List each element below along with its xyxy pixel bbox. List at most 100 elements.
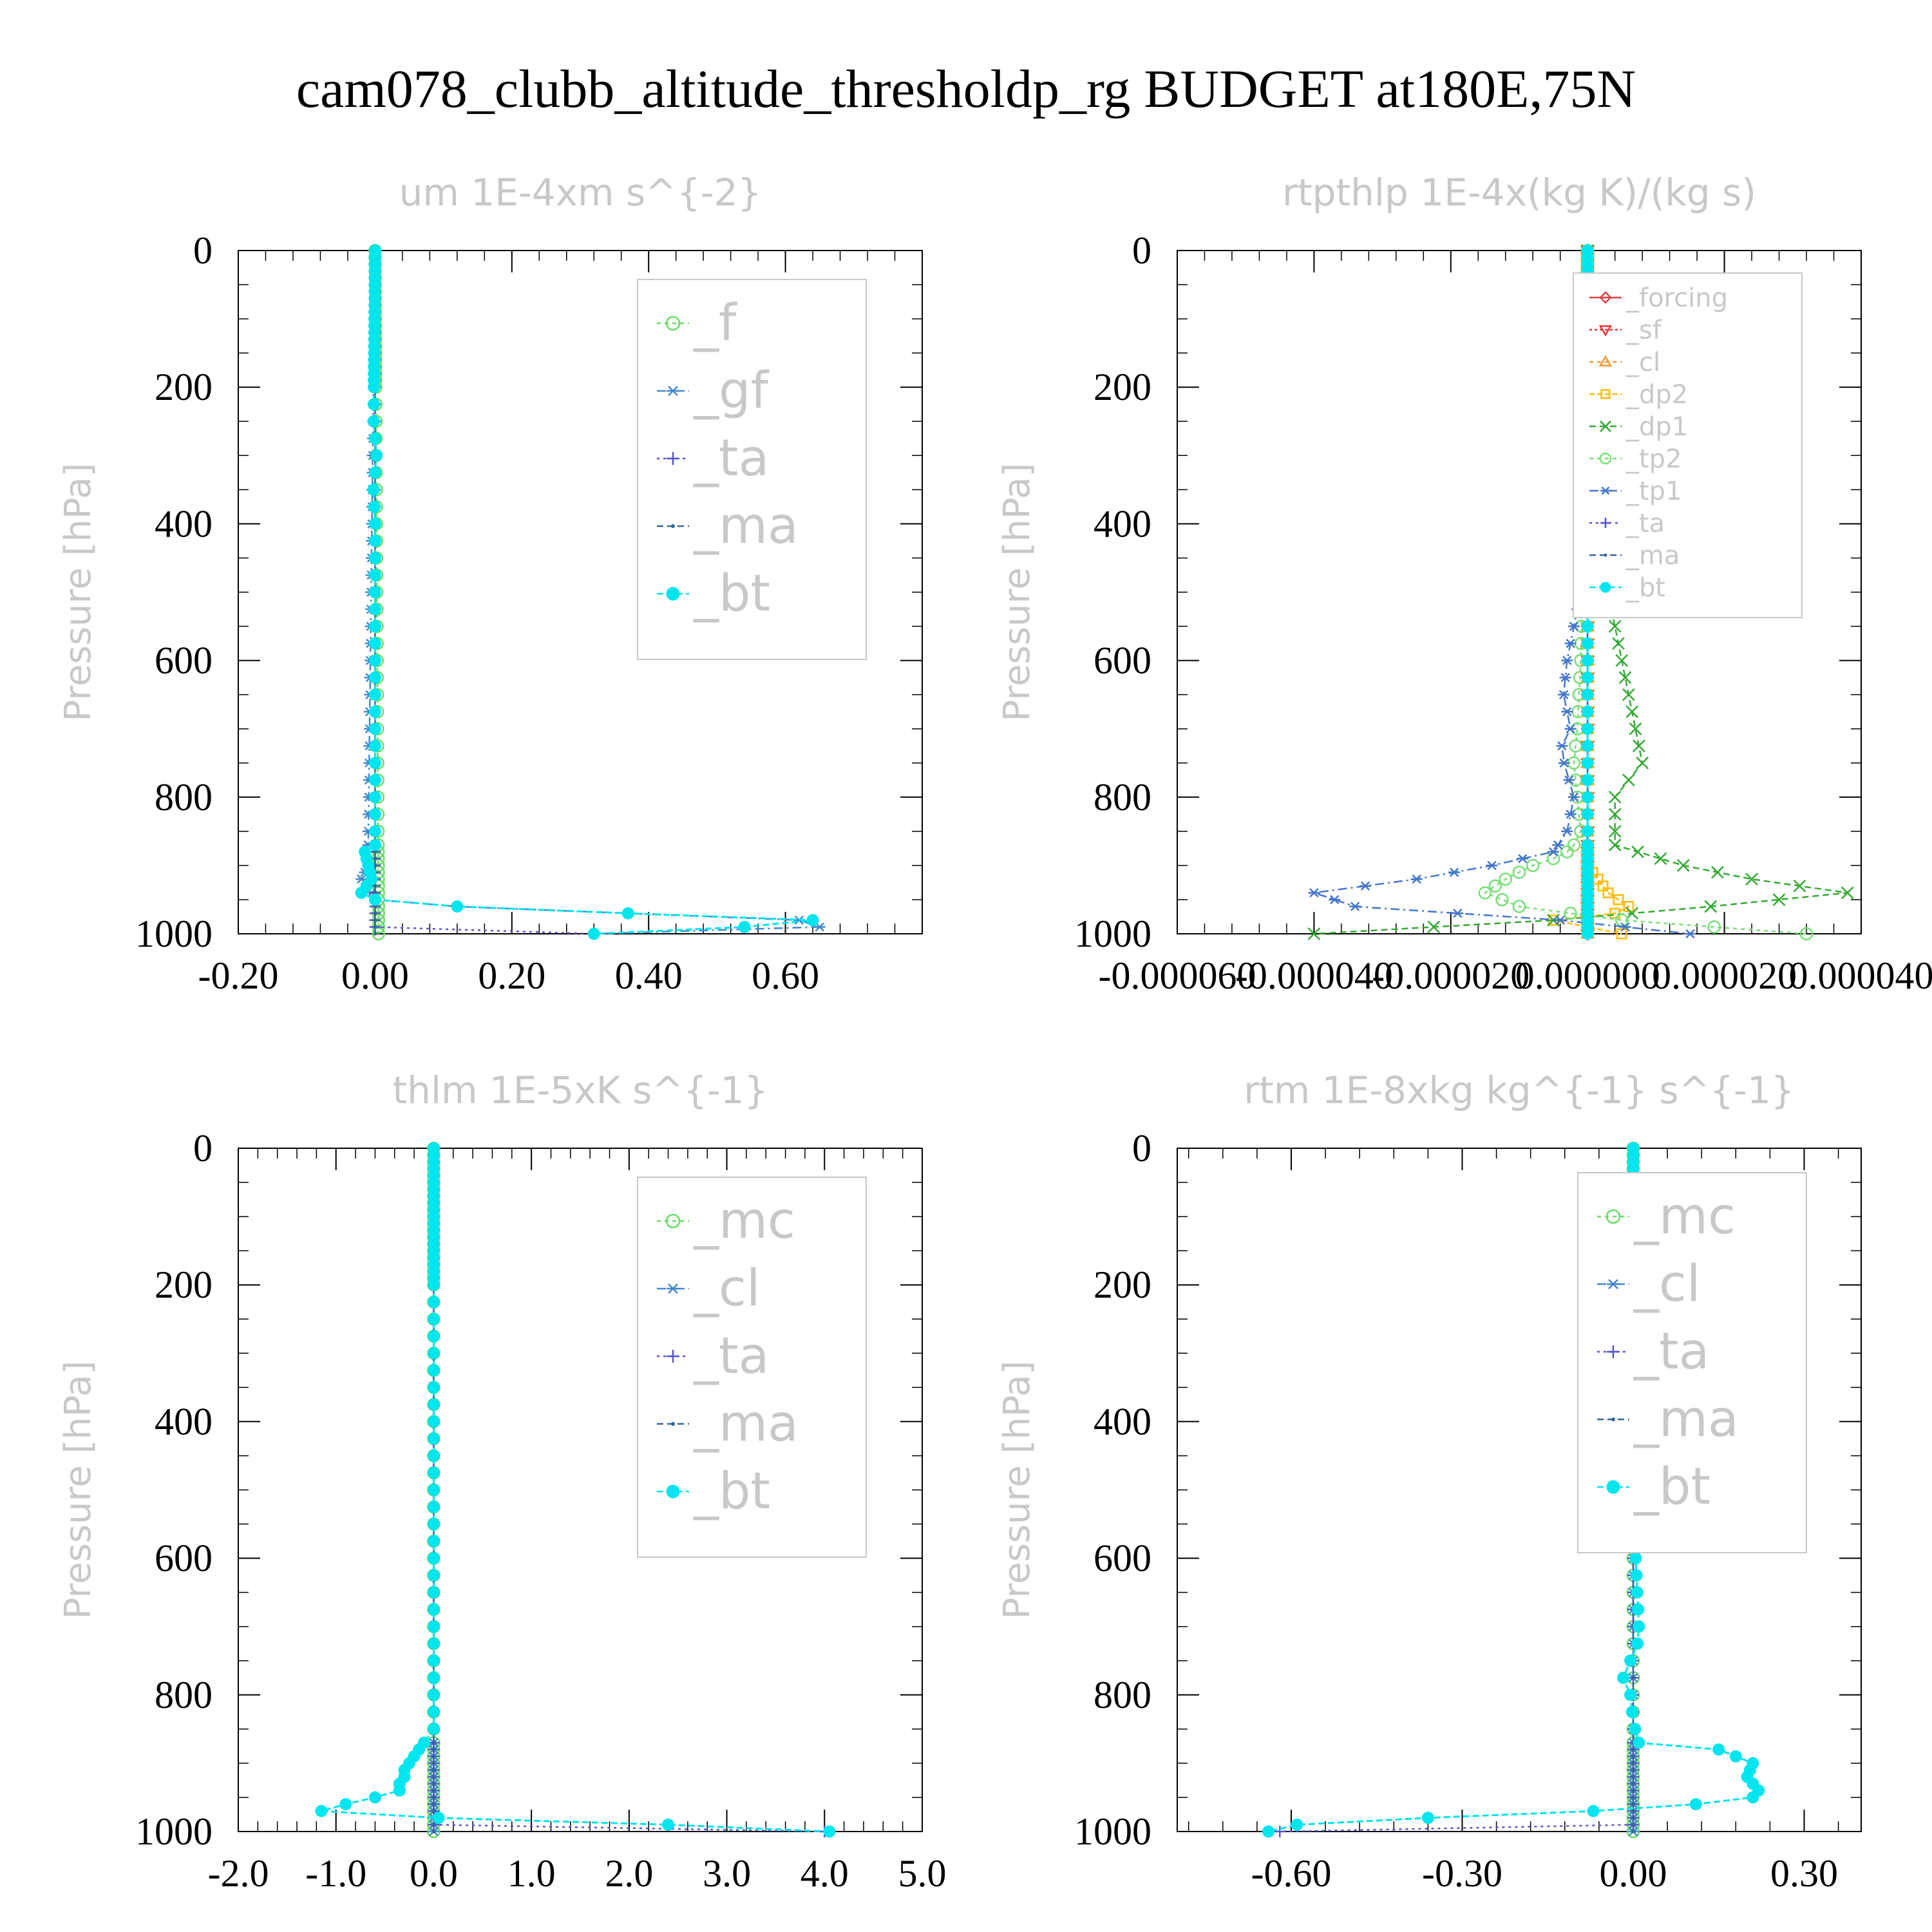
legend-symbol-bt	[657, 1484, 689, 1499]
series-line-tp2	[1483, 250, 1807, 935]
series-point-tp2	[1567, 838, 1581, 852]
series-point-ma	[431, 1741, 436, 1745]
legend-symbol-sf	[1589, 325, 1622, 337]
series-point-bt	[368, 517, 381, 530]
series-point-bt	[368, 466, 381, 479]
series-point-bt	[427, 1535, 440, 1548]
series-point-bt	[587, 927, 600, 940]
series-point-bt	[451, 900, 464, 913]
series-point-tp1	[1564, 724, 1577, 734]
series-point-bt	[368, 739, 381, 752]
legend-label-sf: _sf	[1625, 316, 1662, 345]
y-tick-label: 400	[1094, 502, 1151, 545]
y-tick-label: 1000	[1074, 913, 1151, 955]
series-point-bt	[367, 415, 380, 428]
series-point-bt	[1581, 723, 1594, 735]
panel-title: thlm 1E-5xK s^{-1}	[392, 1068, 768, 1112]
series-point-bt	[738, 920, 751, 933]
legend-symbol-ta	[657, 452, 689, 465]
x-tick-label: 0.000040	[1789, 954, 1932, 997]
series-point-tp1	[1558, 758, 1570, 768]
series-point-bt	[1581, 620, 1594, 632]
y-tick-label: 600	[1094, 639, 1151, 682]
series-point-ma	[1631, 1809, 1635, 1813]
series-point-tp2	[1799, 927, 1814, 941]
series-point-bt	[1581, 757, 1594, 770]
series-point-dp1	[1676, 859, 1690, 872]
series-point-bt	[427, 1705, 440, 1718]
legend-symbol-forcing	[1589, 291, 1622, 304]
series-point-dp1	[1625, 907, 1639, 920]
legend-label-ma: _ma	[693, 1395, 799, 1453]
series-point-dp1	[1841, 886, 1854, 900]
panel-thlm: thlm 1E-5xK s^{-1} Pressure [hPa] 0 200 400 6…	[57, 1068, 947, 1895]
series-point-bt	[368, 688, 381, 701]
legend-symbol-cl	[657, 1283, 689, 1294]
series-point-bt	[806, 914, 819, 927]
series-point-tp1	[1554, 915, 1566, 925]
legend-symbol-tp1	[1589, 486, 1622, 495]
series-point-tp1	[1308, 888, 1320, 898]
series-point-tp1	[1349, 902, 1361, 911]
y-tick-label: 800	[155, 1674, 213, 1716]
series-point-dp1	[1608, 838, 1622, 851]
y-tick-label: 200	[1094, 366, 1151, 408]
series-point-bt	[1729, 1750, 1742, 1763]
series-point-bt	[368, 825, 381, 838]
series-point-dp1	[1615, 654, 1629, 667]
series-point-ma	[431, 1795, 436, 1799]
series-point-bt	[1629, 1723, 1642, 1736]
series-point-bt	[393, 1784, 406, 1797]
y-tick-label: 0	[1132, 1127, 1151, 1170]
series-point-dp1	[1631, 845, 1644, 858]
legend-symbol-cl	[1597, 1279, 1629, 1289]
series-point-tp1	[1684, 929, 1696, 939]
legend-label-gf: _gf	[693, 362, 770, 420]
legend-symbol-mc	[1597, 1209, 1629, 1224]
x-tick-label: -0.30	[1422, 1852, 1502, 1895]
x-tick-label: 0.000000	[1515, 954, 1660, 997]
legend-label-ma: _ma	[1633, 1390, 1739, 1448]
series-point-dp1	[1307, 927, 1321, 940]
legend-symbol-gf	[657, 386, 689, 396]
series-point-bt	[427, 1501, 440, 1513]
series-point-bt	[1581, 773, 1594, 786]
series-point-ma	[431, 1761, 436, 1765]
series-point-bt	[368, 381, 381, 393]
series-point-bt	[427, 1364, 440, 1377]
series-point-tp2	[1707, 920, 1721, 934]
legend-label-ta: _ta	[1633, 1323, 1709, 1381]
series-point-dp1	[1636, 756, 1649, 770]
series-point-bt	[370, 449, 383, 462]
y-tick-label: 400	[155, 502, 213, 545]
legend-symbol-ma	[1589, 553, 1622, 557]
y-tick-label: 0	[1132, 229, 1151, 272]
legend-label-f: _f	[693, 294, 737, 352]
series-point-dp1	[1772, 893, 1786, 906]
series-point-bt	[368, 654, 381, 667]
series-point-bt	[1581, 927, 1594, 940]
x-tick-label: 1.0	[507, 1852, 556, 1895]
series-point-bt	[1633, 1620, 1645, 1633]
series-point-bt	[1747, 1791, 1759, 1804]
series-point-bt	[1629, 1552, 1642, 1565]
legend-symbol-bt	[1589, 582, 1622, 593]
series-point-bt	[1624, 1654, 1637, 1667]
series-point-ma	[431, 1775, 436, 1779]
legend-symbol-ma	[657, 524, 689, 528]
x-tick-label: 0.00	[1600, 1852, 1667, 1895]
series-point-bt	[621, 907, 634, 920]
series-point-bt	[1581, 688, 1594, 701]
series-point-tp1	[1567, 621, 1580, 631]
series-point-dp1	[1608, 620, 1622, 633]
y-tick-label: 400	[1094, 1400, 1151, 1443]
legend-label-ma: _ma	[693, 497, 799, 555]
series-point-bt	[1689, 1798, 1702, 1811]
series-point-bt	[427, 1450, 440, 1462]
legend-label-dp2: _dp2	[1625, 380, 1688, 410]
series-point-bt	[427, 1723, 440, 1736]
legend: _mc _cl _ta _ma _bt	[1577, 1172, 1807, 1553]
x-tick-label: 3.0	[703, 1852, 751, 1895]
series-point-bt	[1581, 654, 1594, 667]
